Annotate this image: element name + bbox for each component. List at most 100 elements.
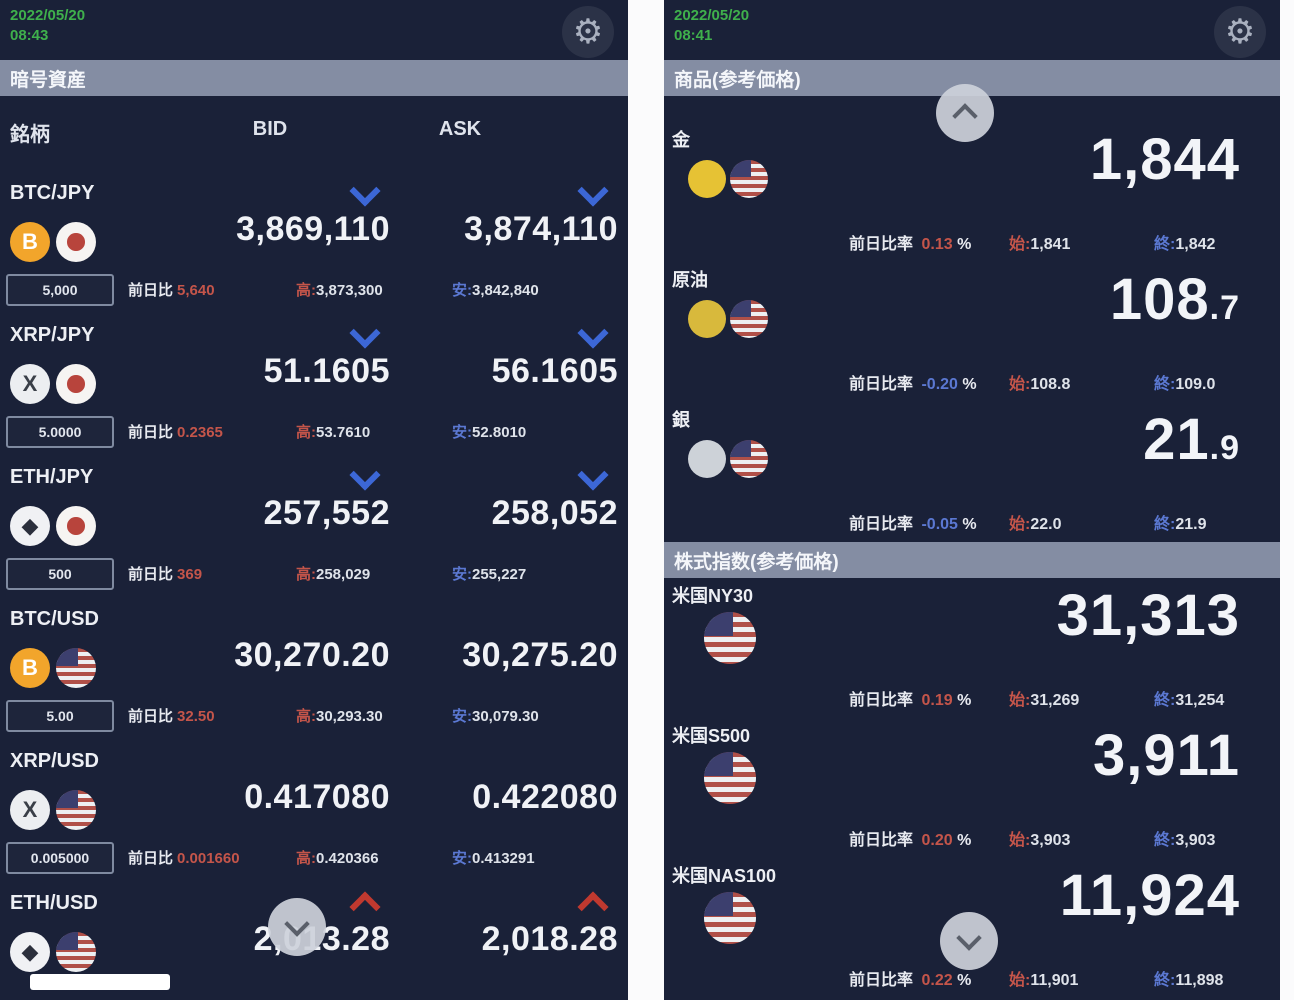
prev-ratio-value: 0.20 [921,832,953,849]
percent-sign: % [957,692,972,709]
ask-price[interactable]: 3,874,110 [464,210,618,248]
ask-price[interactable]: 0.422080 [472,778,618,816]
quote-subrow: 5,000 前日比 5,640 高:3,873,300 安:3,842,840 [0,274,628,308]
prev-day-ratio: 前日比率 0.13 % [849,230,975,254]
quantity-input[interactable]: 0.005000 [6,842,114,874]
low-label: 安: [452,566,472,583]
reference-quote-row[interactable]: 銀 21.9 前日比率 -0.05 % 始:22.0 終:21.9 [664,402,1280,542]
settings-button[interactable]: ⚙ [1214,6,1266,58]
instrument-name: 金 [672,130,690,150]
prev-day-change: 前日比 0.001660 [128,847,240,868]
bid-price[interactable]: 30,270.20 [234,636,390,674]
price-decimal: .9 [1209,429,1240,467]
quantity-input[interactable]: 500 [6,558,114,590]
close-price: 終:31,254 [1154,686,1224,710]
close-price: 終:11,898 [1154,966,1223,990]
datetime-display: 2022/05/20 08:41 [674,6,749,46]
instrument-name: 原油 [672,270,708,290]
day-high: 高:0.420366 [296,847,379,868]
scroll-down-button[interactable] [268,898,326,956]
bid-price[interactable]: 3,869,110 [236,210,390,248]
open-label: 始: [1009,972,1031,989]
prev-day-value: 369 [177,566,203,583]
percent-sign: % [962,376,977,393]
high-label: 高: [296,282,316,299]
pair-symbol: BTC/JPY [10,182,95,204]
quote-subrow: 前日比率 -0.20 % 始:108.8 終:109.0 [664,370,1280,394]
open-price: 始:3,903 [1009,826,1070,850]
close-value: 3,903 [1175,832,1216,849]
day-low: 安:3,842,840 [452,279,539,300]
crypto-quote-row[interactable]: XRP/USD X 0.417080 0.422080 0.005000 前日比… [0,742,628,884]
ask-trend-icon [577,459,609,491]
reference-quote-row[interactable]: 原油 108.7 前日比率 -0.20 % 始:108.8 終:109.0 [664,262,1280,402]
settings-button[interactable]: ⚙ [562,6,614,58]
low-label: 安: [452,424,472,441]
quote-flag-icon [56,648,96,688]
reference-quote-row[interactable]: 米国S500 3,911 前日比率 0.20 % 始:3,903 終:3,903 [664,718,1280,858]
prev-day-label: 前日比 [128,282,174,299]
bid-price[interactable]: 0.417080 [244,778,390,816]
price-value: 21.9 [1143,406,1240,473]
index-quote-list: 米国NY30 31,313 前日比率 0.19 % 始:31,269 終:31,… [664,578,1280,998]
ask-trend-icon [577,175,609,207]
ask-price[interactable]: 30,275.20 [462,636,618,674]
close-value: 109.0 [1175,376,1216,393]
section-header-label: 株式指数(参考価格) [674,551,839,573]
low-value: 30,079.30 [472,708,539,725]
ask-price[interactable]: 56.1605 [491,352,618,390]
close-label: 終: [1154,236,1176,253]
prev-day-ratio: 前日比率 -0.20 % [849,370,981,394]
price-integer: 3,911 [1093,723,1240,788]
ask-price[interactable]: 258,052 [491,494,618,532]
close-label: 終: [1154,692,1176,709]
scroll-up-button[interactable] [936,84,994,142]
pair-symbol: XRP/JPY [10,324,95,346]
coin-silver-icon [688,440,726,478]
crypto-quote-row[interactable]: ETH/JPY ◆ 257,552 258,052 500 前日比 369 高:2… [0,458,628,600]
day-low: 安:255,227 [452,563,526,584]
open-value: 22.0 [1030,516,1062,533]
quantity-input[interactable]: 5.00 [6,700,114,732]
prev-ratio-label: 前日比率 [849,832,914,849]
us-flag-icon [704,892,756,944]
quantity-input[interactable]: 5,000 [6,274,114,306]
high-label: 高: [296,850,316,867]
reference-quote-row[interactable]: 金 1,844 前日比率 0.13 % 始:1,841 終:1,842 [664,122,1280,262]
crypto-quote-row[interactable]: BTC/USD B 30,270.20 30,275.20 5.00 前日比 32… [0,600,628,742]
close-value: 31,254 [1175,692,1225,709]
open-label: 始: [1009,376,1031,393]
quote-subrow: 5.00 前日比 32.50 高:30,293.30 安:30,079.30 [0,700,628,734]
reference-quote-row[interactable]: 米国NAS100 11,924 前日比率 0.22 % 始:11,901 終:1… [664,858,1280,998]
price-value: 31,313 [1057,582,1240,649]
day-low: 安:30,079.30 [452,705,539,726]
scroll-down-button[interactable] [940,912,998,970]
base-coin-icon: B [10,222,50,262]
price-integer: 108 [1109,267,1210,332]
quote-subrow: 0.005000 前日比 0.001660 高:0.420366 安:0.4132… [0,842,628,876]
prev-ratio-value: 0.22 [921,972,953,989]
ask-price[interactable]: 2,018.28 [481,920,618,958]
reference-quote-row[interactable]: 米国NY30 31,313 前日比率 0.19 % 始:31,269 終:31,… [664,578,1280,718]
prev-day-value: 0.001660 [177,850,240,867]
quantity-input[interactable]: 5.0000 [6,416,114,448]
bid-trend-icon [349,459,381,491]
quote-subrow: 前日比率 -0.05 % 始:22.0 終:21.9 [664,510,1280,533]
section-header-indices: 株式指数(参考価格) [664,542,1280,578]
crypto-quote-row[interactable]: BTC/JPY B 3,869,110 3,874,110 5,000 前日比 5… [0,174,628,316]
us-flag-icon [730,300,768,338]
open-label: 始: [1009,692,1031,709]
open-price: 始:108.8 [1009,370,1070,394]
time-text: 08:43 [10,27,49,44]
horizontal-scrollbar[interactable] [30,974,170,990]
prev-day-ratio: 前日比率 0.20 % [849,826,975,850]
day-low: 安:52.8010 [452,421,526,442]
close-value: 1,842 [1175,236,1216,253]
prev-day-ratio: 前日比率 0.19 % [849,686,975,710]
ask-trend-icon [577,891,609,923]
crypto-quote-row[interactable]: XRP/JPY X 51.1605 56.1605 5.0000 前日比 0.23… [0,316,628,458]
prev-ratio-label: 前日比率 [849,516,914,533]
bid-price[interactable]: 257,552 [263,494,390,532]
close-price: 終:3,903 [1154,826,1215,850]
bid-price[interactable]: 51.1605 [263,352,390,390]
